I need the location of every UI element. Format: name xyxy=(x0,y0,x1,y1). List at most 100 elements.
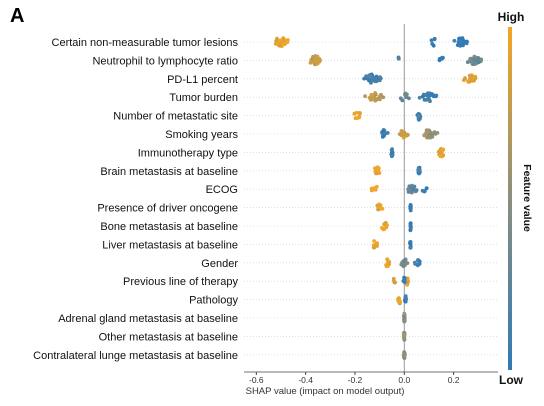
colorbar-low-label: Low xyxy=(499,373,524,387)
shap-point xyxy=(389,153,394,158)
x-tick-label: 0.2 xyxy=(448,375,460,385)
shap-point xyxy=(277,43,282,48)
shap-point xyxy=(373,91,378,95)
shap-point xyxy=(370,188,375,192)
shap-point xyxy=(432,36,437,41)
shap-point xyxy=(396,56,401,60)
row-guide-lines xyxy=(244,41,498,356)
feature-label: Previous line of therapy xyxy=(123,276,238,288)
shap-point xyxy=(405,132,409,137)
shap-point xyxy=(382,133,386,138)
shap-point xyxy=(424,186,429,191)
shap-point xyxy=(408,203,413,207)
shap-point xyxy=(467,79,472,84)
x-tick-label: -0.6 xyxy=(249,375,264,385)
shap-point xyxy=(373,242,378,247)
shap-point xyxy=(317,60,322,64)
shap-point xyxy=(368,75,373,79)
shap-point xyxy=(401,333,406,338)
panel-label: A xyxy=(10,5,24,27)
x-tick-label: -0.4 xyxy=(298,375,313,385)
shap-point xyxy=(465,39,469,44)
shap-point xyxy=(401,264,406,269)
feature-label: Brain metastasis at baseline xyxy=(100,166,238,178)
shap-point xyxy=(426,91,430,96)
colorbar-title: Feature value xyxy=(521,164,533,232)
shap-point xyxy=(469,76,474,81)
shap-point xyxy=(455,43,460,47)
shap-point xyxy=(402,280,407,284)
shap-point xyxy=(402,275,406,280)
shap-point xyxy=(416,114,421,118)
shap-point xyxy=(431,94,436,99)
shap-point xyxy=(371,245,376,250)
shap-point xyxy=(390,147,394,152)
shap-point xyxy=(367,78,371,83)
feature-label: Immunotherapy type xyxy=(138,147,238,159)
shap-point xyxy=(370,93,374,98)
shap-point xyxy=(281,36,286,40)
feature-label: Smoking years xyxy=(165,129,238,141)
feature-label: Neutrophil to lymphocyte ratio xyxy=(92,55,238,67)
feature-label: Pathology xyxy=(189,295,238,307)
shap-point xyxy=(363,94,367,99)
shap-point xyxy=(415,263,420,268)
shap-point xyxy=(400,130,404,135)
feature-label: PD-L1 percent xyxy=(167,74,238,86)
shap-point xyxy=(458,39,463,44)
feature-label: Other metastasis at baseline xyxy=(99,331,238,343)
shap-point xyxy=(408,245,413,250)
feature-label: Bone metastasis at baseline xyxy=(100,221,238,233)
shap-point xyxy=(398,96,403,101)
shap-point xyxy=(381,95,386,100)
shap-point xyxy=(396,297,400,302)
shap-point xyxy=(416,258,421,262)
shap-point xyxy=(417,95,422,100)
shap-point xyxy=(382,226,386,231)
shap-point xyxy=(406,280,410,284)
shap-point xyxy=(274,39,279,43)
shap-point xyxy=(357,111,362,115)
shap-point xyxy=(458,42,463,47)
shap-point xyxy=(408,228,413,233)
shap-point xyxy=(392,280,397,285)
shap-point xyxy=(441,153,446,158)
shap-point xyxy=(390,150,395,155)
shap-point xyxy=(403,91,408,96)
shap-point xyxy=(277,38,282,43)
shap-point xyxy=(476,60,481,65)
shap-point xyxy=(413,260,417,265)
shap-points xyxy=(273,36,484,360)
shap-point xyxy=(420,94,425,99)
shap-point xyxy=(313,62,318,66)
shap-point xyxy=(413,189,418,194)
shap-point xyxy=(422,98,427,102)
shap-point xyxy=(463,76,467,81)
shap-point xyxy=(375,203,380,208)
shap-point xyxy=(402,351,406,355)
x-tick-label: -0.2 xyxy=(348,375,363,385)
shap-point xyxy=(310,57,314,62)
shap-point xyxy=(378,75,382,80)
shap-point xyxy=(429,133,434,137)
x-tick-label: 0.0 xyxy=(398,375,410,385)
shap-point xyxy=(373,97,378,102)
shap-point xyxy=(424,128,429,133)
shap-point xyxy=(372,239,376,243)
shap-point xyxy=(401,135,406,140)
shap-point xyxy=(408,241,412,246)
shap-point xyxy=(273,42,278,46)
feature-label: ECOG xyxy=(206,184,238,196)
feature-label: Certain non-measurable tumor lesions xyxy=(52,37,239,49)
feature-labels: Certain non-measurable tumor lesions Neut… xyxy=(33,37,238,362)
shap-point xyxy=(354,116,359,120)
shap-point xyxy=(402,336,406,341)
shap-point xyxy=(384,264,389,269)
shap-point xyxy=(452,38,457,43)
feature-label: Number of metastatic site xyxy=(113,111,238,123)
shap-point xyxy=(362,76,367,81)
shap-point xyxy=(408,221,413,226)
shap-point xyxy=(382,222,387,227)
